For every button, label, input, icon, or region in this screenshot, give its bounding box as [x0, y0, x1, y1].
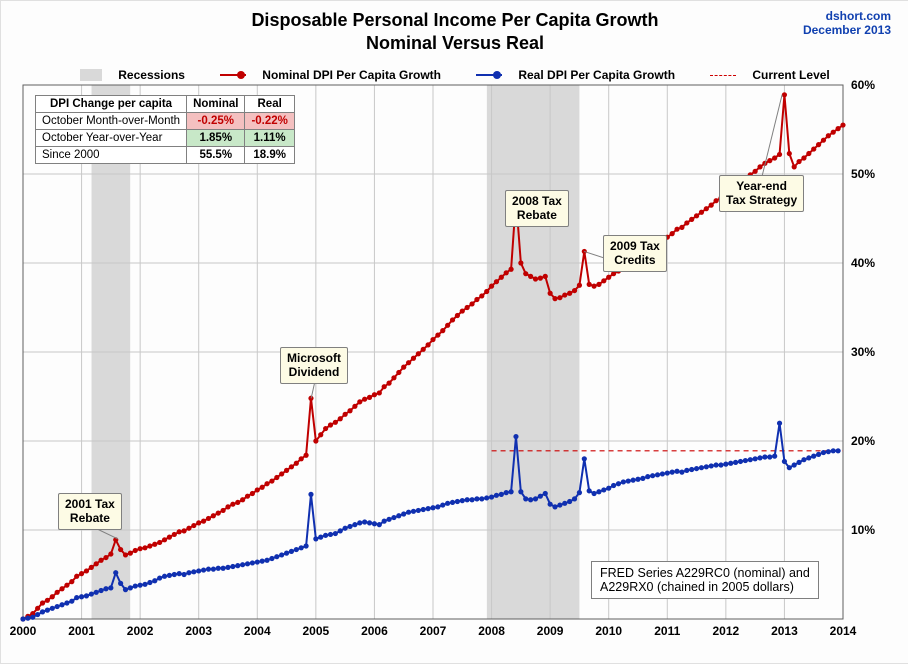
fred-source-note: FRED Series A229RC0 (nominal) and A229RX…: [591, 561, 819, 599]
svg-text:2002: 2002: [127, 624, 154, 638]
chart-title: Disposable Personal Income Per Capita Gr…: [1, 1, 908, 56]
svg-text:2007: 2007: [420, 624, 447, 638]
svg-text:2011: 2011: [654, 624, 680, 638]
svg-text:30%: 30%: [851, 345, 875, 359]
svg-text:40%: 40%: [851, 256, 875, 270]
table-cell-label: October Month-over-Month: [36, 113, 187, 130]
legend-nominal: Nominal DPI Per Capita Growth: [262, 68, 441, 82]
table-cell-real: 1.11%: [245, 130, 294, 147]
table-h1: Nominal: [187, 96, 245, 113]
source-date: December 2013: [803, 23, 891, 37]
svg-text:20%: 20%: [851, 434, 875, 448]
source-note-l1: FRED Series A229RC0 (nominal) and: [600, 566, 810, 580]
callout: 2009 TaxCredits: [603, 235, 667, 272]
table-h2: Real: [245, 96, 294, 113]
svg-text:2003: 2003: [185, 624, 212, 638]
svg-text:50%: 50%: [851, 167, 875, 181]
source-credit: dshort.com December 2013: [803, 9, 891, 37]
dpi-table: DPI Change per capita Nominal Real Octob…: [35, 95, 295, 164]
svg-text:10%: 10%: [851, 523, 875, 537]
svg-text:2008: 2008: [478, 624, 505, 638]
source-site: dshort.com: [826, 9, 891, 23]
svg-text:2014: 2014: [830, 624, 857, 638]
svg-text:2004: 2004: [244, 624, 271, 638]
legend: Recessions Nominal DPI Per Capita Growth…: [1, 67, 908, 82]
svg-text:60%: 60%: [851, 78, 875, 92]
table-cell-label: Since 2000: [36, 147, 187, 164]
callout: 2008 TaxRebate: [505, 190, 569, 227]
svg-text:2012: 2012: [713, 624, 740, 638]
table-row: Since 200055.5%18.9%: [36, 147, 295, 164]
legend-real: Real DPI Per Capita Growth: [518, 68, 675, 82]
source-note-l2: A229RX0 (chained in 2005 dollars): [600, 580, 794, 594]
table-cell-real: 18.9%: [245, 147, 294, 164]
table-cell-real: -0.22%: [245, 113, 294, 130]
chart-area: 2000200120022003200420052006200720082009…: [23, 85, 877, 641]
title-line1: Disposable Personal Income Per Capita Gr…: [251, 10, 658, 30]
callout: MicrosoftDividend: [280, 347, 348, 384]
legend-current: Current Level: [752, 68, 829, 82]
svg-text:2001: 2001: [68, 624, 95, 638]
table-cell-nominal: 55.5%: [187, 147, 245, 164]
table-header-row: DPI Change per capita Nominal Real: [36, 96, 295, 113]
legend-recessions: Recessions: [118, 68, 185, 82]
svg-text:2006: 2006: [361, 624, 388, 638]
chart-container: dshort.com December 2013 Disposable Pers…: [0, 0, 908, 664]
svg-text:2013: 2013: [771, 624, 798, 638]
title-line2: Nominal Versus Real: [366, 33, 544, 53]
chart-svg: 2000200120022003200420052006200720082009…: [23, 85, 877, 641]
callout: 2001 TaxRebate: [58, 493, 122, 530]
nominal-swatch: [220, 74, 246, 76]
real-swatch: [476, 74, 502, 76]
recession-swatch: [80, 69, 102, 81]
table-cell-nominal: -0.25%: [187, 113, 245, 130]
table-row: October Year-over-Year1.85%1.11%: [36, 130, 295, 147]
svg-text:2005: 2005: [303, 624, 330, 638]
table-row: October Month-over-Month-0.25%-0.22%: [36, 113, 295, 130]
table-cell-label: October Year-over-Year: [36, 130, 187, 147]
table-cell-nominal: 1.85%: [187, 130, 245, 147]
svg-text:2009: 2009: [537, 624, 564, 638]
callout: Year-endTax Strategy: [719, 175, 804, 212]
svg-text:2010: 2010: [595, 624, 622, 638]
table-h0: DPI Change per capita: [36, 96, 187, 113]
current-swatch: [710, 75, 736, 76]
svg-text:2000: 2000: [10, 624, 37, 638]
